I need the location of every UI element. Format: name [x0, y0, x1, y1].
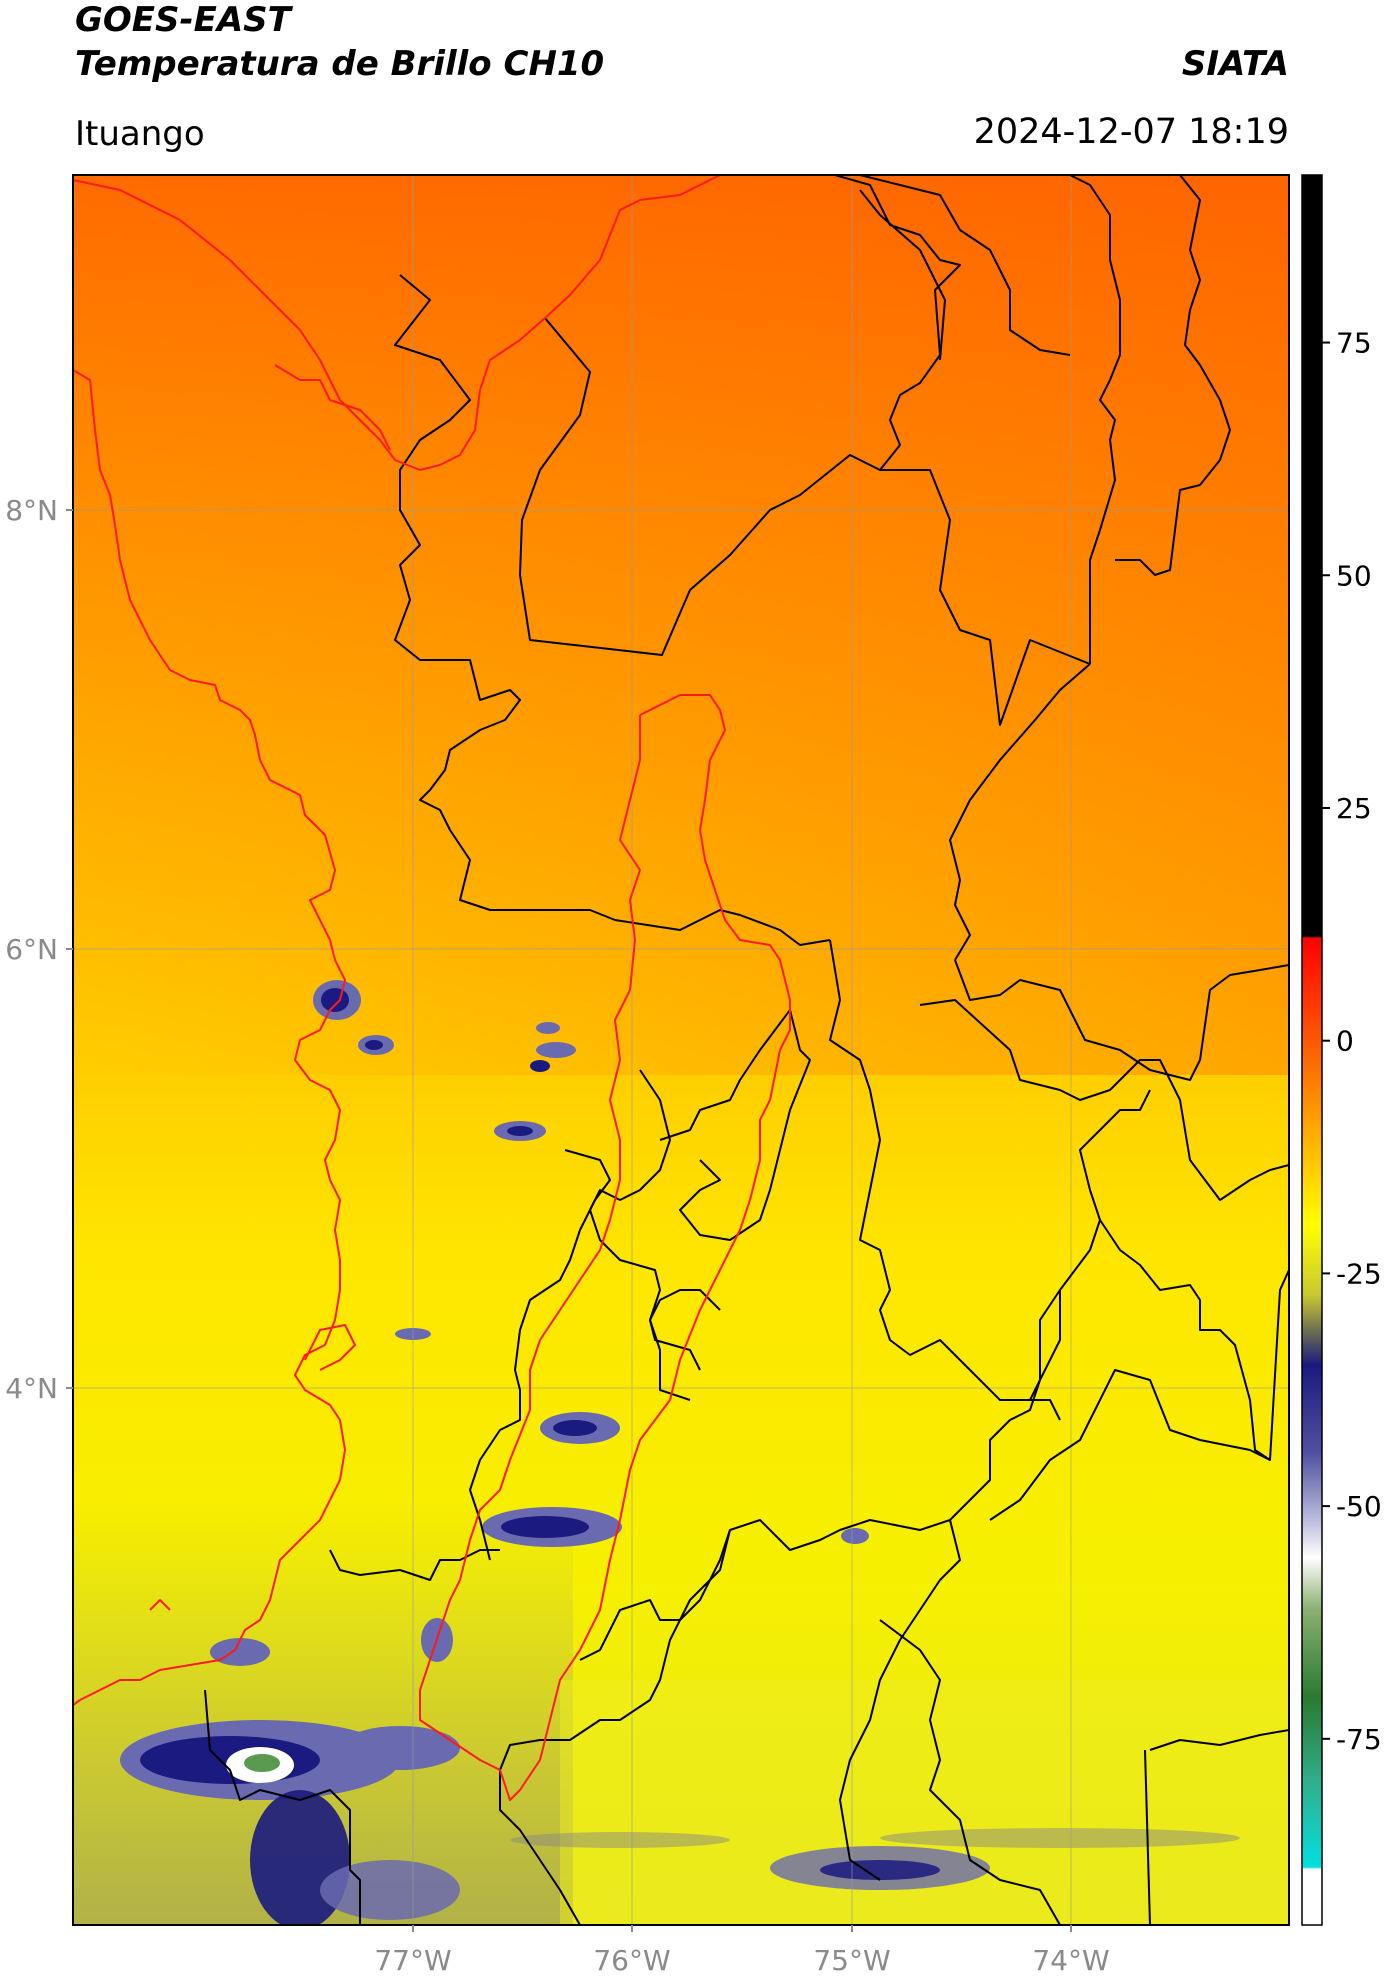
lon-tick-77w: 77°W: [374, 1944, 451, 1977]
lat-tick-6: 6°N: [5, 933, 58, 966]
lon-tick-labels: 77°W 76°W 75°W 74°W: [374, 1925, 1110, 1977]
colorbar-tick-label: -50: [1336, 1490, 1382, 1523]
colorbar-tick-label: 75: [1336, 327, 1372, 360]
colorbar-tick-label: 50: [1336, 559, 1372, 592]
coastline-and-basin: [73, 175, 791, 1801]
department-borders: [204, 175, 1289, 1925]
graticule: [73, 175, 1289, 1925]
brand-label: SIATA: [1181, 44, 1289, 84]
colorbar-ticks: 75 50 25 0 -25 -50 -75: [1322, 327, 1382, 1756]
product-title: Temperatura de Brillo CH10: [75, 44, 605, 84]
colorbar-tick-label: -75: [1336, 1723, 1382, 1756]
lon-tick-76w: 76°W: [593, 1944, 670, 1977]
cold-cloud-patches: [120, 980, 1240, 1925]
satellite-title: GOES-EAST: [75, 0, 291, 40]
colorbar-tick-label: -25: [1336, 1257, 1382, 1290]
lat-tick-labels: 8°N 6°N 4°N: [5, 494, 73, 1405]
map-frame: [72, 174, 1290, 1926]
colorbar-tick-label: 0: [1336, 1025, 1354, 1058]
lon-tick-75w: 75°W: [813, 1944, 890, 1977]
colorbar: 75 50 25 0 -25 -50 -75: [1301, 174, 1382, 1926]
lat-tick-8: 8°N: [5, 494, 58, 527]
timestamp-label: 2024-12-07 18:19: [973, 112, 1289, 152]
colorbar-tick-label: 25: [1336, 792, 1372, 825]
lon-tick-74w: 74°W: [1032, 1944, 1109, 1977]
colorbar-scale: [1301, 174, 1323, 1926]
location-label: Ituango: [75, 114, 205, 154]
lat-tick-4: 4°N: [5, 1372, 58, 1405]
